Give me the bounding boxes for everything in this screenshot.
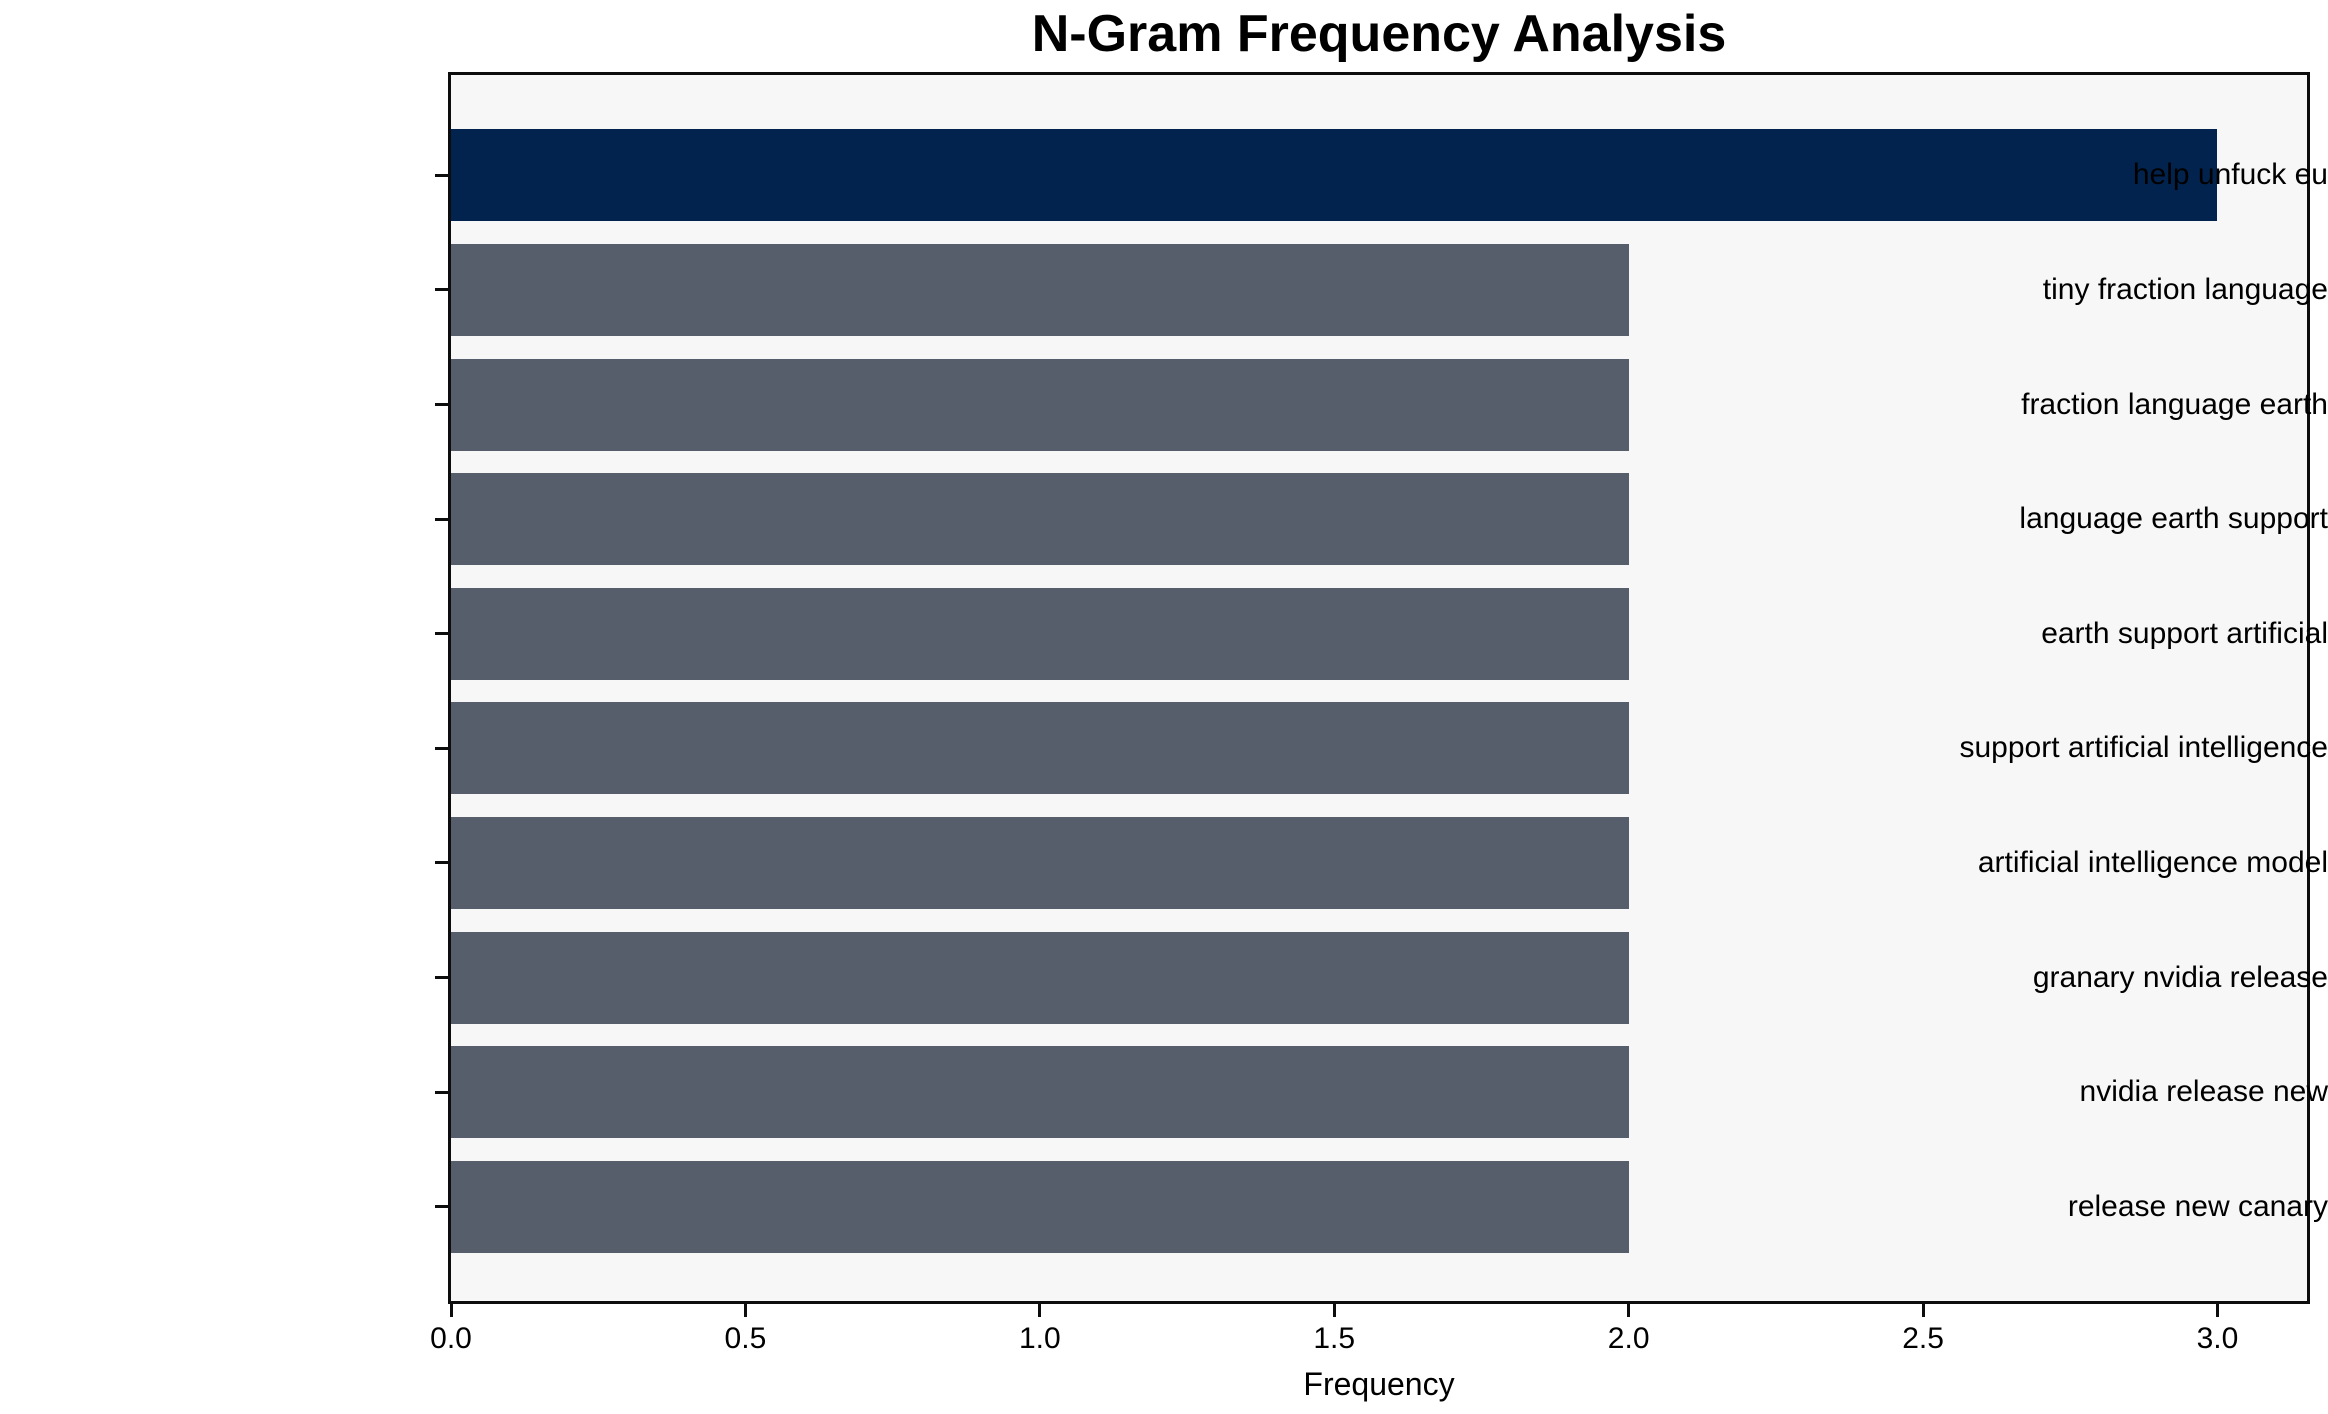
bar-release-new-canary: [451, 1160, 1629, 1253]
x-tick-label: 2.5: [1902, 1322, 1944, 1355]
y-tick-label: artificial intelligence model: [1977, 845, 2328, 879]
y-tick-mark: [435, 288, 448, 292]
y-tick-label: fraction language earth: [2021, 387, 2328, 421]
y-tick-label: release new canary: [2067, 1189, 2328, 1223]
y-tick-mark: [435, 517, 448, 521]
bar-granary-nvidia-release: [451, 931, 1629, 1024]
y-tick-mark: [435, 1090, 448, 1094]
x-tick-mark: [2215, 1304, 2219, 1317]
y-tick-label: language earth support: [2019, 502, 2328, 536]
x-tick-label: 1.5: [1313, 1322, 1356, 1355]
y-tick-mark: [435, 173, 448, 177]
x-tick-label: 2.0: [1607, 1322, 1650, 1355]
y-tick-mark: [435, 403, 448, 406]
y-tick-label: earth support artificial: [2041, 616, 2328, 650]
y-tick-label: nvidia release new: [2079, 1075, 2328, 1109]
y-tick-label: help unfuck eu: [2132, 158, 2328, 192]
y-tick-label: tiny fraction language: [2042, 272, 2328, 306]
y-tick-mark: [435, 976, 448, 979]
bar-language-earth-support: [451, 473, 1629, 566]
y-tick-label: support artificial intelligence: [1959, 731, 2328, 765]
y-tick-mark: [435, 1205, 448, 1209]
bar-artificial-intelligence-model: [451, 816, 1629, 909]
y-tick-label: granary nvidia release: [2032, 960, 2328, 994]
y-tick-mark: [435, 746, 448, 750]
x-axis-title: Frequency: [1303, 1366, 1455, 1402]
x-tick-mark: [1332, 1304, 1336, 1317]
plot-area: [448, 72, 2310, 1304]
bar-fraction-language-earth: [451, 358, 1629, 451]
x-tick-mark: [1038, 1304, 1042, 1317]
bar-earth-support-artificial: [451, 587, 1629, 680]
bar-help-unfuck-eu: [451, 129, 2218, 222]
bar-support-artificial-intelligence: [451, 702, 1629, 795]
chart-title: N-Gram Frequency Analysis: [1031, 5, 1727, 63]
x-tick-mark: [743, 1304, 747, 1317]
x-tick-label: 1.0: [1018, 1322, 1061, 1355]
x-tick-label: 0.0: [430, 1322, 472, 1355]
x-tick-mark: [1921, 1304, 1925, 1317]
x-tick-mark: [1627, 1304, 1631, 1317]
bar-tiny-fraction-language: [451, 243, 1629, 336]
bar-nvidia-release-new: [451, 1046, 1629, 1139]
x-tick-label: 0.5: [724, 1322, 767, 1355]
y-tick-mark: [435, 861, 448, 865]
y-tick-mark: [435, 632, 448, 636]
x-tick-label: 3.0: [2196, 1322, 2239, 1355]
x-tick-mark: [449, 1304, 453, 1317]
